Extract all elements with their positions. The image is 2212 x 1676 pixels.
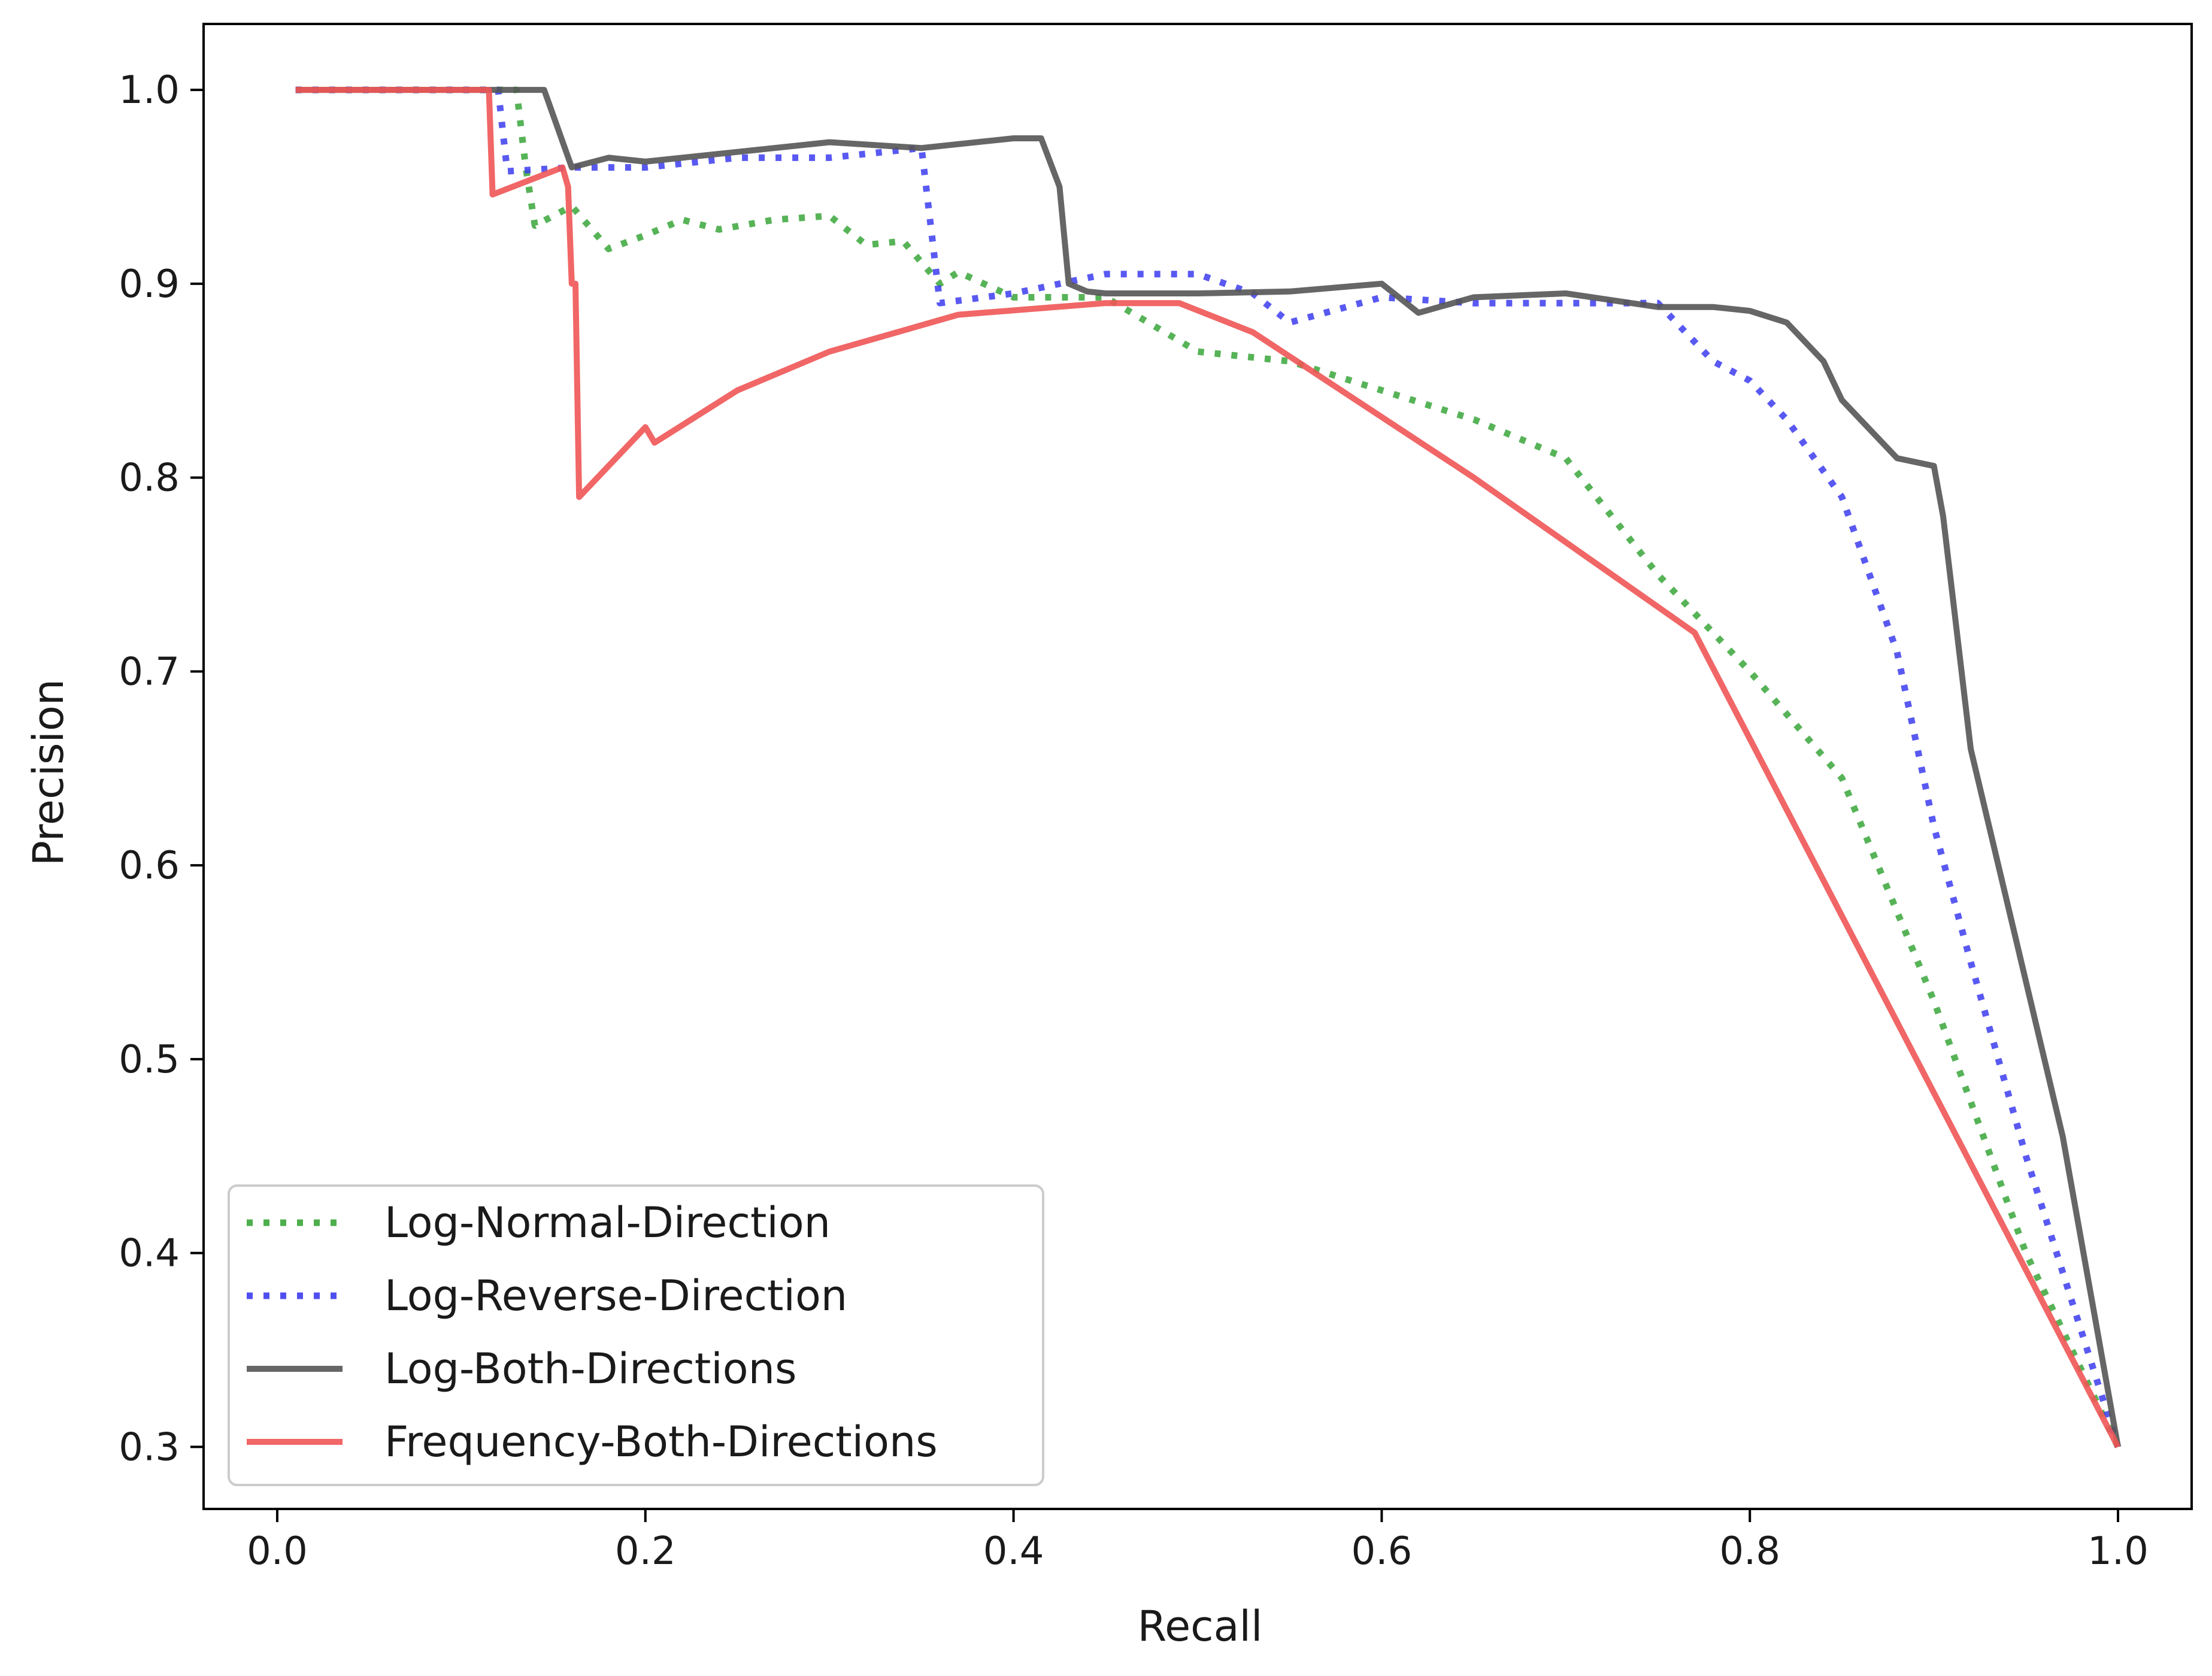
series-line-frequency-both-directions — [295, 87, 2121, 1448]
y-tick-label: 0.9 — [119, 262, 180, 307]
y-tick-label: 1.0 — [119, 68, 180, 113]
x-tick-label: 1.0 — [2087, 1529, 2149, 1574]
legend-label: Log-Reverse-Direction — [384, 1271, 847, 1320]
x-tick-label: 0.8 — [1719, 1529, 1780, 1574]
y-tick-label: 0.3 — [119, 1425, 180, 1469]
series-line-log-both-directions — [295, 87, 2121, 1448]
x-tick-label: 0.4 — [983, 1529, 1044, 1574]
plot-lines — [295, 86, 2122, 1448]
plot-frame — [202, 23, 2193, 1510]
y-axis-label: Precision — [24, 679, 73, 866]
x-tick-label: 0.2 — [615, 1529, 676, 1574]
legend-label: Log-Both-Directions — [384, 1344, 796, 1393]
legend-label: Log-Normal-Direction — [384, 1198, 831, 1247]
y-tick-label: 0.5 — [119, 1038, 180, 1082]
y-tick-label: 0.4 — [119, 1232, 180, 1276]
axes: 0.0 0.2 0.4 0.6 0.8 1.0 0.3 0.4 0.5 0.6 0.7 0.8 0.9 1… — [119, 23, 2193, 1574]
x-axis-label: Recall — [1138, 1602, 1263, 1651]
x-tick-label: 0.6 — [1352, 1529, 1413, 1574]
x-tick-label: 0.0 — [247, 1529, 308, 1574]
legend-label: Frequency-Both-Directions — [384, 1417, 938, 1466]
series-line-log-reverse-direction — [295, 86, 2122, 1448]
y-tick-label: 0.8 — [119, 456, 180, 501]
legend: Log-Normal-Direction Log-Reverse-Directio… — [228, 1184, 1044, 1486]
y-tick-label: 0.6 — [119, 844, 180, 888]
legend-box — [228, 1184, 1044, 1486]
y-tick-label: 0.7 — [119, 650, 180, 694]
